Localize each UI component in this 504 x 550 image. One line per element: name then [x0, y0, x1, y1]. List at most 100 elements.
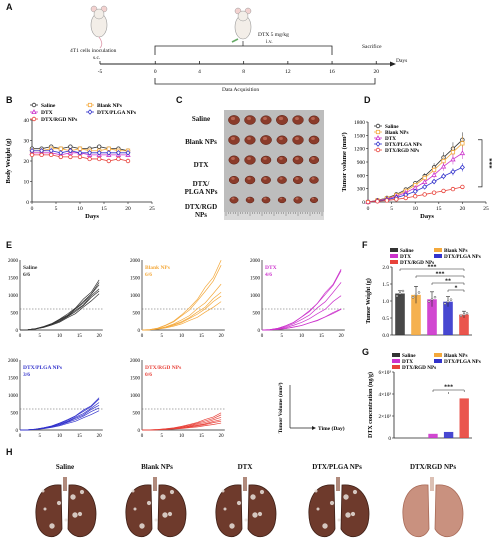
- legend-swatch: [390, 260, 398, 264]
- individual-curve: [19, 293, 100, 331]
- metastasis-nodule: [350, 511, 356, 517]
- legend-entry: DTX/RGD NPs: [385, 148, 419, 154]
- legend-entry: DTX: [400, 254, 411, 260]
- acquisition-label: Data Acquisition: [222, 87, 259, 93]
- metastasis-nodule: [49, 523, 55, 529]
- photo-row-label: NPs: [194, 211, 208, 219]
- data-point: [87, 150, 93, 156]
- tumor-highlight: [279, 197, 283, 200]
- route-iv-label: i.v.: [266, 39, 273, 45]
- bar: [428, 433, 438, 438]
- y-tick-label: 0: [138, 429, 141, 434]
- lung-lobe-left: [308, 484, 336, 537]
- x-tick-label: 10: [412, 206, 418, 212]
- timeline-tick-label: 16: [329, 69, 335, 75]
- x-tick-label: 20: [219, 434, 225, 439]
- x-tick-label: 0: [367, 206, 370, 212]
- tumor-highlight: [263, 177, 267, 180]
- metastasis-nodule: [70, 494, 76, 500]
- legend-swatch: [392, 353, 400, 357]
- individual-curve: [141, 283, 222, 331]
- tumor-highlight: [247, 136, 251, 141]
- sample-dot: [443, 302, 447, 305]
- data-point: [96, 156, 102, 162]
- metastasis-nodule: [146, 500, 152, 506]
- data-point: [459, 164, 465, 171]
- y-tick-label: 2×10³: [378, 414, 391, 420]
- tumor: [228, 175, 240, 185]
- tumor-highlight: [230, 136, 236, 141]
- legend-swatch: [392, 365, 400, 369]
- x-tick-label: 25: [149, 206, 155, 212]
- trachea: [153, 477, 157, 491]
- lung-lobe-left: [35, 484, 63, 537]
- y-tick-label: 1000: [8, 294, 19, 299]
- sample-dot: [430, 298, 434, 301]
- tumor: [244, 135, 256, 145]
- legend-entry: DTX/RGD NPs: [41, 117, 77, 123]
- y-tick-label: 1500: [130, 276, 141, 281]
- lung-label-rgd: DTX/RGD NPs: [409, 463, 457, 471]
- metastasis-nodule: [56, 500, 62, 506]
- data-point: [440, 173, 447, 180]
- metastasis-nodule: [257, 511, 263, 517]
- x-tick-label: 20: [125, 206, 131, 212]
- x-tick-label: 0: [19, 434, 22, 439]
- tumor: [260, 155, 272, 165]
- data-point: [431, 172, 437, 177]
- x-tick-label: 10: [57, 434, 63, 439]
- e-panel-ratio: 6/6: [145, 272, 152, 278]
- y-tick-label: 1500: [8, 276, 19, 281]
- data-point: [125, 150, 131, 156]
- x-tick-label: 15: [199, 434, 205, 439]
- legend-entry: DTX/RGD NPs: [402, 365, 436, 371]
- x-tick-label: 10: [179, 334, 185, 339]
- legend-entry: DTX: [41, 110, 53, 116]
- individual-curve: [261, 270, 342, 331]
- tumor-highlight: [295, 116, 299, 121]
- note-y-label: Tumor Volume (mm³): [277, 382, 284, 433]
- e-panel-name: DTX: [265, 265, 277, 271]
- data-point: [431, 190, 437, 195]
- y-axis-label: Tumor volume (mm³): [341, 132, 348, 191]
- tumor-highlight: [263, 116, 267, 121]
- y-tick-label: 0: [388, 436, 391, 442]
- x-tick-label: 5: [281, 334, 284, 339]
- metastasis-nodule: [154, 518, 158, 522]
- data-point: [29, 152, 35, 158]
- legend-entry: Blank NPs: [385, 130, 409, 136]
- sample-dot: [459, 314, 463, 318]
- x-tick-label: 25: [483, 206, 489, 212]
- significance-label: **: [445, 279, 451, 285]
- tumor-volume-chart: 0 5 10 15 20 25 0 300 600 900 1200 1500 1800 Days Tumo…: [341, 120, 493, 220]
- data-point: [67, 147, 73, 154]
- data-point: [365, 199, 371, 205]
- data-point: [375, 147, 381, 153]
- data-point: [440, 163, 447, 169]
- mouse-icon: [90, 5, 108, 49]
- sample-dot: [462, 313, 466, 316]
- photo-row-label: Saline: [191, 115, 211, 123]
- trachea: [243, 477, 247, 491]
- route-sc-label: s.c.: [93, 55, 101, 61]
- panel-label-e: E: [6, 240, 13, 250]
- significance-label: ***: [444, 385, 453, 391]
- mouse-icon: [231, 7, 252, 43]
- legend-entry: DTX/PLGA NPs: [444, 359, 481, 365]
- tumor: [261, 176, 271, 184]
- legend-swatch: [434, 359, 442, 363]
- tumor: [228, 155, 240, 165]
- lung-photo-row: Saline Blank NPs DTX DTX/PLGA NPs DTX/RG…: [0, 455, 504, 550]
- y-tick-label: 10: [24, 180, 30, 186]
- metastasis-nodule: [43, 507, 47, 511]
- note-x-label: Time (Day): [318, 425, 345, 432]
- legend-swatch: [390, 248, 398, 252]
- y-tick-label: 0.0: [382, 333, 389, 339]
- x-tick-label: 0: [261, 334, 264, 339]
- metastasis-nodule: [345, 512, 351, 518]
- x-tick-label: 20: [460, 206, 466, 212]
- significance-bracket: [415, 275, 465, 278]
- tumor: [244, 155, 256, 165]
- y-tick-label: 500: [133, 411, 141, 416]
